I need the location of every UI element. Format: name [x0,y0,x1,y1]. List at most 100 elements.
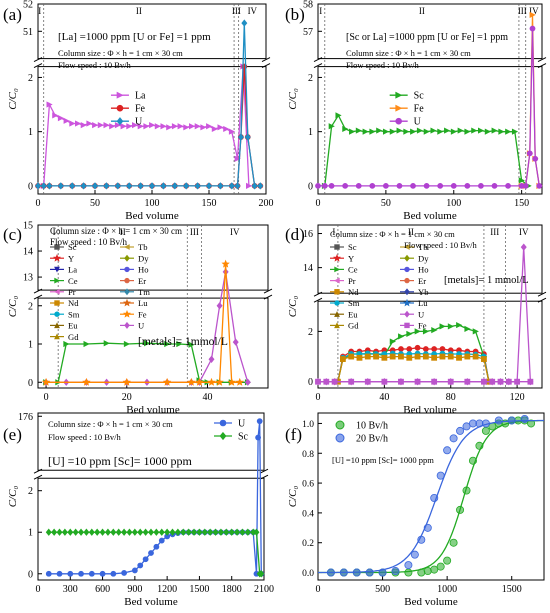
data-point [258,570,265,578]
data-point [505,128,512,135]
y-tick-label: 14 [23,247,33,258]
stage-label: III [518,6,527,16]
data-point [158,528,165,536]
legend-marker [124,266,130,273]
data-point [447,378,454,385]
data-point [376,127,383,134]
data-point [536,182,543,189]
data-point [417,535,426,544]
legend-marker [334,300,340,306]
legend-label: Sm [348,298,360,308]
axis-break-mark [33,294,43,300]
data-point [191,528,198,536]
data-point [527,378,534,385]
data-point [478,127,485,134]
data-point [137,528,144,536]
legend-marker [333,277,340,284]
x-tick-label: 1000 [437,584,457,595]
data-point [381,354,388,361]
axis-break-gap [33,471,269,478]
data-point [83,340,90,348]
data-point [45,570,52,577]
legend-label: Fe [418,321,427,331]
data-point [447,323,455,330]
data-point [511,128,519,135]
data-point [505,378,512,385]
axes-frame-lower [37,477,265,581]
data-point [369,182,376,189]
data-point [253,528,260,536]
data-point [114,122,122,129]
stage-label: I [332,227,335,237]
data-point [123,340,131,348]
annotations: Column size : Φ × h = 1 cm × 30 cm Flow s… [48,419,193,468]
legend-label: Er [418,276,426,286]
data-point [171,123,179,130]
axis-break-mark [537,297,547,303]
x-axis-label: Bed volume [403,210,457,222]
data-point [464,378,471,385]
data-point [246,182,253,189]
axis-break-mark [259,468,269,474]
legend-marker [54,277,61,284]
legend-label: Tb [138,242,148,252]
data-point [83,528,90,536]
axes-frame-lower [317,66,543,195]
data-point [398,346,404,352]
chart-panel: 0 1 2 176 0 300 600 900 1200 1500 1800 2100 Bed volu… [3,412,274,608]
panel-label: (d) [285,225,305,244]
data-point [51,528,58,536]
data-point [529,25,536,32]
data-point [194,182,201,190]
axes-frame-upper [317,224,543,294]
data-series [35,19,264,190]
data-point [244,528,251,536]
legend-label: La [135,91,146,102]
data-point [257,182,264,190]
legend-label: Fe [414,104,425,115]
data-point [126,123,133,130]
x-tick-label: 0 [44,392,49,403]
data-point [121,570,127,576]
data-point [423,523,432,532]
legend-label: Ce [68,276,78,286]
data-point [109,123,116,130]
x-tick-label: 150 [514,198,529,209]
legend-label: Sm [68,309,80,319]
y-tick-label: 1.0 [302,420,314,430]
legend-marker [404,277,410,284]
data-point [369,128,376,135]
x-tick-label: 1200 [157,584,177,595]
legend-label: Y [68,253,74,263]
legend-label: Fe [135,104,146,115]
y-axis-label: C/C₀ [7,486,19,508]
x-tick-label: 120 [510,392,525,403]
data-series [315,378,534,385]
legend-marker [404,266,410,273]
data-point [46,101,53,108]
y-tick-label: 2 [28,486,33,497]
data-point [526,150,533,157]
data-point [389,338,396,345]
x-tick-label: 150 [202,198,217,209]
x-tick-label: 100 [446,198,461,209]
x-tick-label: 1500 [189,584,209,595]
legend-label: Sc [68,242,77,252]
legend-label: 20 Bv/h [356,434,388,445]
axis-break-mark [33,63,43,69]
data-point [207,528,214,536]
data-point [362,128,369,135]
y-tick-label: 14 [303,263,313,274]
data-point [215,377,224,386]
legend-marker [335,420,345,430]
axes-frame-upper [37,412,265,471]
data-point [104,528,111,536]
data-point [132,122,139,129]
legend-label: Lu [138,298,148,308]
x-tick-label: 0 [316,392,321,403]
data-point [241,19,248,27]
data-point [355,182,362,189]
data-point [527,419,536,428]
